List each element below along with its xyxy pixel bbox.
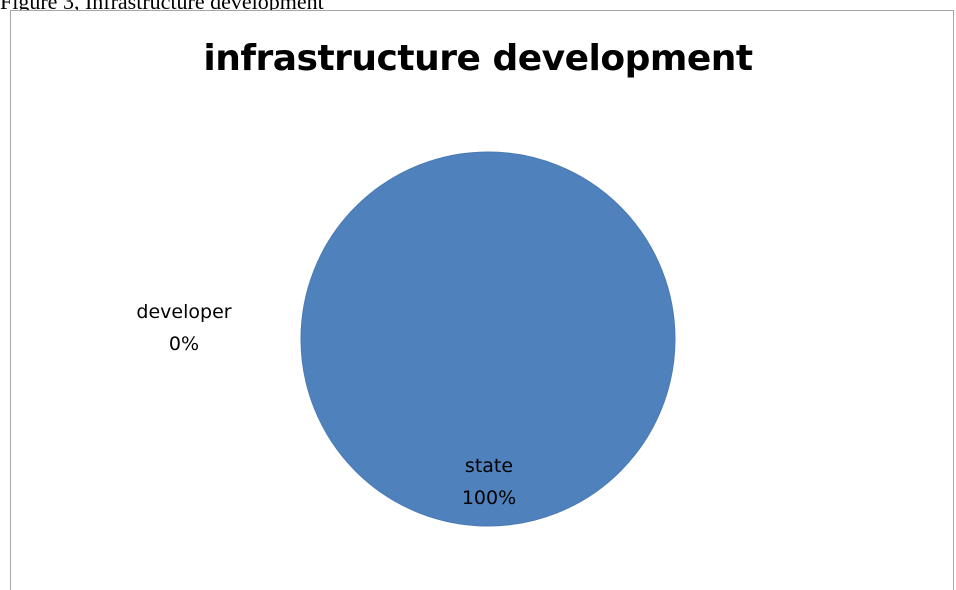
pie-slice-state [300,151,676,527]
chart-title: infrastructure development [203,38,753,79]
data-label-developer-value: 0% [169,333,199,355]
data-label-state-name: state [465,455,513,477]
data-label-state-value: 100% [462,487,516,509]
pie-labels: developer 0% state 100% [136,301,516,509]
data-label-state: state 100% [462,455,516,509]
data-label-developer-name: developer [136,301,231,323]
figure-caption: Figure 3, Infrastructure development [0,0,324,14]
data-label-developer: developer 0% [136,301,231,355]
pie-slices [300,151,676,527]
